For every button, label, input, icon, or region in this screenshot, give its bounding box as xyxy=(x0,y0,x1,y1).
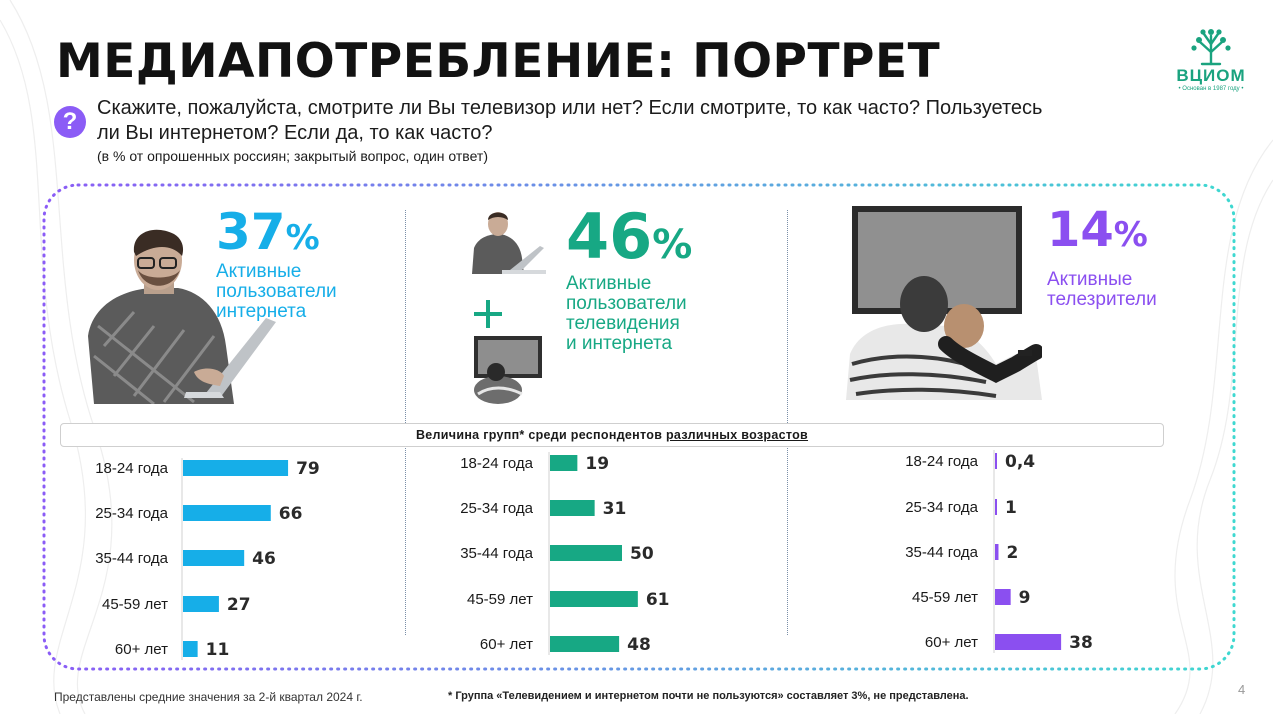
age-groups-header: Величина групп* среди респондентов разли… xyxy=(60,423,1164,447)
tv-bar xyxy=(995,453,997,469)
tv-internet-category-label: 25-34 года xyxy=(460,500,533,517)
tv-value-label: 2 xyxy=(1006,543,1018,563)
internet-value-label: 46 xyxy=(252,549,276,569)
question-note: (в % от опрошенных россиян; закрытый воп… xyxy=(97,148,488,164)
tv-internet-category-label: 60+ лет xyxy=(480,636,533,653)
tv-internet-value-label: 31 xyxy=(603,499,627,519)
tv-internet-value-label: 50 xyxy=(630,544,654,564)
internet-users-label-line: Активные xyxy=(216,261,302,282)
internet-value-label: 79 xyxy=(296,459,320,479)
tv-bar xyxy=(995,499,997,515)
internet-category-label: 25-34 года xyxy=(95,505,168,522)
logo-tagline: • Основан в 1987 году • xyxy=(1178,86,1244,92)
age-groups-header-text: Величина групп* среди респондентов xyxy=(415,428,666,442)
tv-internet-users-label-line: Активные xyxy=(566,273,652,294)
tv-viewers-label-line: Активные xyxy=(1047,269,1133,290)
internet-category-label: 18-24 года xyxy=(95,460,168,477)
tv-value-label: 0,4 xyxy=(1005,452,1035,472)
tv-value-label: 1 xyxy=(1005,498,1017,518)
tv-category-label: 60+ лет xyxy=(925,634,978,651)
internet-users-label-line: интернета xyxy=(216,301,307,322)
tv-internet-bar xyxy=(550,455,578,471)
tv-bar xyxy=(995,589,1011,605)
internet-value-label: 66 xyxy=(279,504,303,524)
tv-internet-users-label-line: телевидения xyxy=(566,313,680,334)
footer-note: Представлены средние значения за 2-й ква… xyxy=(54,690,363,704)
tv-internet-category-label: 35-44 года xyxy=(460,545,533,562)
tv-category-label: 18-24 года xyxy=(905,453,978,470)
footer-footnote: * Группа «Телевидением и интернетом почт… xyxy=(448,690,969,702)
tv-internet-users-value: 46 xyxy=(566,200,653,273)
internet-bar xyxy=(183,550,245,566)
question-icon: ? xyxy=(54,106,86,138)
internet-bar xyxy=(183,596,219,612)
logo-name: ВЦИОМ xyxy=(1176,66,1246,85)
tv-internet-users-percent: 46% xyxy=(566,206,692,268)
age-groups-header-underlined: различных возрастов xyxy=(665,428,809,442)
tv-category-label: 25-34 года xyxy=(905,499,978,516)
tv-viewers-value: 14 xyxy=(1047,202,1114,258)
tv-internet-bar xyxy=(550,500,595,516)
page-number: 4 xyxy=(1238,682,1246,697)
tv-internet-value-label: 48 xyxy=(627,635,651,655)
tv-internet-category-label: 45-59 лет xyxy=(467,591,533,608)
tv-internet-category-label: 18-24 года xyxy=(460,455,533,472)
tv-category-label: 35-44 года xyxy=(905,544,978,561)
internet-users-percent: 37% xyxy=(216,207,320,257)
page-title: МЕДИАПОТРЕБЛЕНИЕ: ПОРТРЕТ xyxy=(56,34,941,89)
internet-value-label: 11 xyxy=(206,640,230,660)
internet-category-label: 45-59 лет xyxy=(102,596,168,613)
tv-viewers-unit: % xyxy=(1113,215,1148,255)
tv-viewers-illustration xyxy=(846,206,1042,400)
tv-bar xyxy=(995,634,1062,650)
tv-value-label: 38 xyxy=(1069,633,1093,653)
internet-users-unit: % xyxy=(285,218,320,258)
tv-category-label: 45-59 лет xyxy=(912,589,978,606)
tv-internet-bar xyxy=(550,591,638,607)
tv-viewers-percent: 14% xyxy=(1047,206,1148,254)
tv-internet-users-label: Активные пользователи телевидения и инте… xyxy=(566,274,687,354)
internet-user-illustration xyxy=(88,229,276,404)
internet-users-value: 37 xyxy=(216,203,286,261)
tv-viewers-label: Активные телезрители xyxy=(1047,270,1157,310)
tv-internet-bar xyxy=(550,545,622,561)
internet-bar xyxy=(183,641,198,657)
tv-internet-bar xyxy=(550,636,620,652)
tv-internet-users-label-line: пользователи xyxy=(566,293,687,314)
tv-viewers-label-line: телезрители xyxy=(1047,289,1157,310)
internet-value-label: 27 xyxy=(227,595,251,615)
tv-value-label: 9 xyxy=(1019,588,1031,608)
tv-internet-value-label: 19 xyxy=(585,454,609,474)
tv-internet-users-label-line: и интернета xyxy=(566,333,673,354)
question-text: Скажите, пожалуйста, смотрите ли Вы теле… xyxy=(97,97,1043,144)
tv-bar xyxy=(995,544,999,560)
internet-category-label: 35-44 года xyxy=(95,550,168,567)
column-divider-1 xyxy=(405,210,406,635)
internet-bar xyxy=(183,460,289,476)
tv-and-internet-illustration xyxy=(472,212,546,404)
internet-bar xyxy=(183,505,271,521)
internet-category-label: 60+ лет xyxy=(115,641,168,658)
internet-users-label-line: пользователи xyxy=(216,281,337,302)
vciom-logo-icon xyxy=(1191,29,1231,66)
tv-internet-users-unit: % xyxy=(652,222,693,268)
column-divider-2 xyxy=(787,210,788,635)
tv-internet-value-label: 61 xyxy=(646,590,670,610)
internet-users-label: Активные пользователи интернета xyxy=(216,262,337,322)
